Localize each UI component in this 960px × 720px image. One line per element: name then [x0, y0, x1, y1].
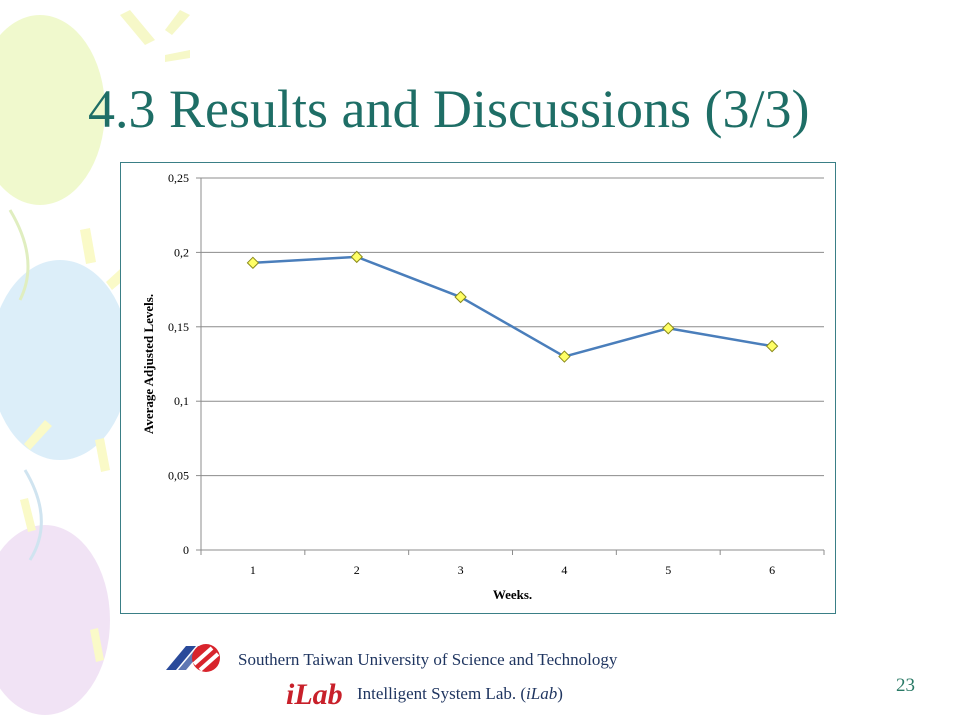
slide-number: 23: [896, 675, 915, 696]
x-axis-title: Weeks.: [493, 587, 532, 602]
x-tick-label: 4: [561, 563, 567, 577]
data-point-marker: [765, 339, 779, 353]
ilab-logo: iLab: [286, 678, 343, 711]
y-tick-label: 0,1: [174, 394, 189, 408]
y-tick-label: 0,2: [174, 245, 189, 259]
data-point-marker: [558, 350, 571, 363]
y-tick-label: 0,25: [168, 171, 189, 185]
university-logo: [166, 644, 220, 672]
series-line: [252, 255, 773, 358]
ilab-logo-text: iLab: [286, 678, 343, 711]
footer-lab-name: Intelligent System Lab. (iLab): [357, 684, 563, 704]
chart-frame: 0 0,05 0,1 0,15 0,2 0,25 1 2 3 4 5 6 Weeks. Average A…: [120, 162, 836, 614]
x-tick-label: 1: [250, 563, 256, 577]
data-point-marker: [454, 290, 467, 304]
y-axis-title: Average Adjusted Levels.: [141, 294, 156, 434]
slide-title: 4.3 Results and Discussions (3/3): [88, 79, 810, 139]
footer-lab-label: Intelligent System Lab. (: [357, 684, 527, 703]
y-tick-label: 0: [183, 543, 189, 557]
data-point-marker: [246, 256, 260, 270]
x-tick-label: 3: [458, 563, 464, 577]
x-tick-label: 5: [665, 563, 671, 577]
y-tick-label: 0,05: [168, 469, 189, 483]
footer-university-name: Southern Taiwan University of Science an…: [238, 650, 618, 669]
line-chart: 0 0,05 0,1 0,15 0,2 0,25 1 2 3 4 5 6 Weeks. Average A…: [141, 171, 825, 602]
footer-lab-close: ): [557, 684, 563, 703]
data-point-marker: [662, 322, 675, 335]
x-tick-label: 2: [354, 563, 360, 577]
footer-lab-abbr: iLab: [526, 684, 558, 703]
y-tick-label: 0,15: [168, 320, 189, 334]
x-tick-label: 6: [769, 563, 775, 577]
data-point-marker: [350, 250, 363, 264]
